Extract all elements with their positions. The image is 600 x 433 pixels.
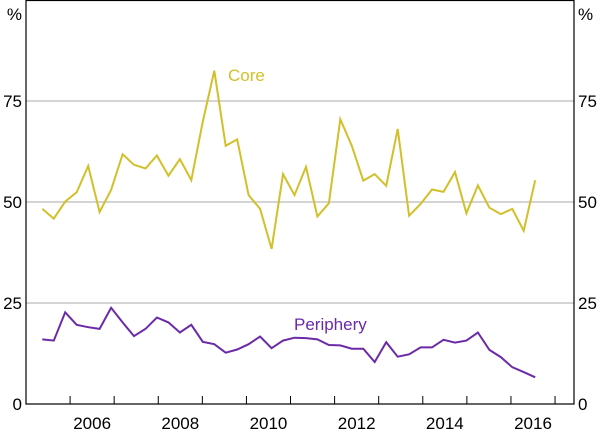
plot-frame <box>25 0 575 405</box>
y-tick-label-left: 50 <box>3 193 22 212</box>
y-axis-unit-right: % <box>578 5 593 24</box>
series-line-periphery <box>42 305 536 379</box>
x-tick-label: 2006 <box>73 414 111 433</box>
y-tick-label-left: 75 <box>3 92 22 111</box>
x-tick-label: 2016 <box>514 414 552 433</box>
x-tick-label: 2008 <box>161 414 199 433</box>
series-label-core: Core <box>228 66 265 85</box>
gridlines <box>26 100 574 304</box>
y-tick-label-right: 75 <box>578 92 597 111</box>
y-tick-label-left: 25 <box>3 294 22 313</box>
axis-labels: 0 0 25 25 50 50 75 75 2006 2008 2010 2012 2014 2016 <box>3 92 597 433</box>
y-tick-label-right: 25 <box>578 294 597 313</box>
series-label-periphery: Periphery <box>294 315 367 334</box>
x-axis-ticks <box>69 396 556 404</box>
x-tick-label: 2014 <box>426 414 464 433</box>
x-tick-label: 2012 <box>338 414 376 433</box>
y-tick-label-right: 0 <box>578 395 587 414</box>
x-tick-label: 2010 <box>250 414 288 433</box>
y-tick-label-left: 0 <box>13 395 22 414</box>
series-lines <box>41 70 537 379</box>
y-tick-label-right: 50 <box>578 193 597 212</box>
y-axis-unit-left: % <box>7 5 22 24</box>
series-line-core <box>41 70 537 250</box>
